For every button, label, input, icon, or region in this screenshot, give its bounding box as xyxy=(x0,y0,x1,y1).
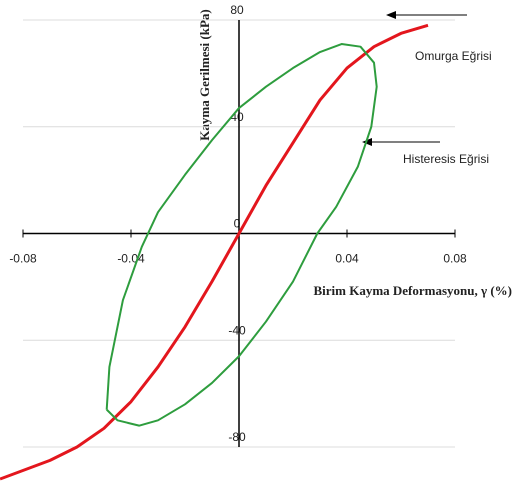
x-tick-label: 0.04 xyxy=(335,252,359,266)
y-tick-label: -80 xyxy=(228,430,246,444)
arrow-head xyxy=(386,11,396,19)
y-tick-label: 80 xyxy=(230,3,244,17)
y-axis-label: Kayma Gerilmesi (kPa) xyxy=(197,9,212,140)
y-tick-label: -40 xyxy=(228,323,246,337)
y-tick-label: 0 xyxy=(234,217,241,231)
series-line xyxy=(0,23,429,481)
x-tick-label: 0.08 xyxy=(443,252,467,266)
x-tick-label: -0.04 xyxy=(117,252,145,266)
x-axis-label: Birim Kayma Deformasyonu, γ (%) xyxy=(313,283,512,298)
annotation: Omurga Eğrisi xyxy=(415,49,492,63)
series-line xyxy=(105,43,378,427)
x-tick-label: -0.08 xyxy=(9,252,37,266)
annotation: Histeresis Eğrisi xyxy=(403,152,489,166)
